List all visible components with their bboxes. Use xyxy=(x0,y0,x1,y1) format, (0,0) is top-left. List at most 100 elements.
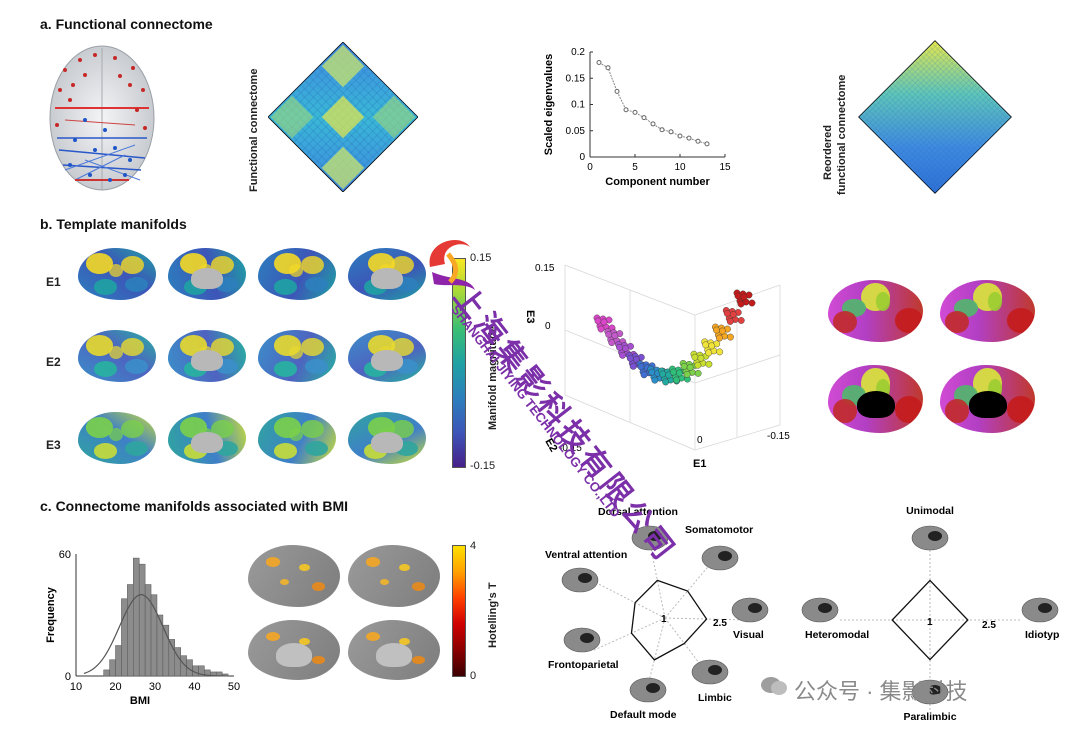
hist-normal-curve xyxy=(83,594,227,677)
radar-axis-label: Visual xyxy=(733,629,764,641)
radar-axis-label: Dorsal attention xyxy=(598,506,678,518)
radar-center-label: 1 xyxy=(927,617,933,628)
scatter-point xyxy=(600,318,608,326)
scatter-point xyxy=(626,354,634,362)
bmi-brain xyxy=(248,545,340,607)
panel-a-title: a. Functional connectome xyxy=(40,16,213,32)
radar-brain-icon-highlight xyxy=(748,603,762,613)
radar-brain-icon-highlight xyxy=(818,603,832,613)
scatter-point xyxy=(705,360,713,368)
brain-surface-e1 xyxy=(168,248,246,300)
scatter-point xyxy=(683,370,691,378)
radar-axis-label: Default mode xyxy=(610,709,677,721)
hist-bar xyxy=(133,557,140,677)
hist-y-tick-label: 0 xyxy=(65,671,71,683)
radar-axis-label: Unimodal xyxy=(906,505,954,517)
scatter-point xyxy=(669,368,677,376)
hist-y-label: Frequency xyxy=(45,586,57,643)
bmi-histogram: 0 60 10 20 30 40 50 BMI Frequency xyxy=(45,549,240,707)
brain-surface-e2 xyxy=(258,330,336,382)
functional-connectome-matrix xyxy=(268,42,418,192)
scatter-point xyxy=(672,376,680,384)
scatter-point xyxy=(691,353,699,361)
scatter-point xyxy=(675,369,683,377)
y-axis-label: E2 xyxy=(542,437,559,455)
footer-watermark: 公众号 · 集影科技 xyxy=(794,679,968,704)
scatter-point xyxy=(748,299,756,307)
reordered-label-line2: functional connectome xyxy=(836,74,848,195)
scatter-point xyxy=(702,341,710,349)
z-tick-mid: 0 xyxy=(545,321,551,332)
scatter-point xyxy=(640,371,648,379)
scatter-point xyxy=(713,326,720,334)
radar-axis-label: Somatomotor xyxy=(685,524,753,536)
brain-surface-e1 xyxy=(258,248,336,300)
scree-y-tick-label: 0.1 xyxy=(571,100,585,111)
scree-point xyxy=(650,121,656,127)
brain-surface-e3 xyxy=(258,412,336,464)
reordered-connectome-matrix xyxy=(858,40,1012,194)
x-axis-label: E1 xyxy=(693,458,706,470)
colorbar-c-label: Hotelling's T xyxy=(487,582,499,648)
hist-bar xyxy=(103,669,110,677)
y-tick-low: -0.15 xyxy=(559,443,582,454)
row-label-e1: E1 xyxy=(46,275,61,289)
radar-hierarchy: 1 2.5 Unimodal Idiotypic Paralimbic Heteromod… xyxy=(801,505,1060,723)
scatter-point xyxy=(726,318,734,325)
hist-bar xyxy=(115,645,122,677)
bmi-brain xyxy=(248,620,340,680)
z-axis-label: E3 xyxy=(524,310,536,323)
radar-brain-icon-highlight xyxy=(928,685,942,695)
scree-x-label: Component number xyxy=(605,176,710,188)
hist-bar xyxy=(138,563,146,677)
glass-brain-graphic xyxy=(49,45,155,191)
brain-surface-e2 xyxy=(168,330,246,382)
radar-spoke xyxy=(664,617,714,683)
scatter-point xyxy=(727,333,734,341)
radar-axis-label: Heteromodal xyxy=(805,629,869,641)
hist-x-tick-label: 40 xyxy=(188,681,200,693)
scree-point xyxy=(641,115,647,121)
brain-surface-e3 xyxy=(78,412,156,464)
hist-x-tick-label: 30 xyxy=(149,681,161,693)
scatter-point xyxy=(680,362,688,370)
bmi-brain xyxy=(348,545,440,607)
scatter-point xyxy=(694,361,702,369)
hist-bar xyxy=(127,584,134,677)
x-tick-mid: 0 xyxy=(697,435,703,446)
scree-point xyxy=(668,129,674,135)
scree-plot: 0 0.05 0.1 0.15 0.2 0 5 10 15 Component number Sca… xyxy=(543,47,731,188)
radar-brain-icon-highlight xyxy=(718,551,732,561)
scatter-point xyxy=(622,344,629,352)
hist-x-tick-label: 50 xyxy=(228,681,240,693)
scatter-point xyxy=(729,311,737,318)
scree-y-tick-label: 0.2 xyxy=(571,47,585,58)
scree-point xyxy=(659,127,665,133)
scatter-point xyxy=(708,342,716,350)
scatter-point xyxy=(605,331,613,339)
radar-seven-networks: 1 2.5 Dorsal attention Somatomotor Visual Lim… xyxy=(545,506,769,721)
hist-x-tick-label: 10 xyxy=(70,681,82,693)
radar-center-label: 1 xyxy=(661,614,667,625)
x-tick-right: -0.15 xyxy=(767,431,790,442)
scatter-point xyxy=(740,293,748,301)
radar-spoke xyxy=(664,556,717,619)
brain-surface-e3 xyxy=(168,412,246,464)
functional-connectome-label: Functional connectome xyxy=(248,68,260,192)
scatter-point xyxy=(694,369,702,377)
scatter-point xyxy=(637,363,645,371)
brain-surface-e1 xyxy=(348,248,426,300)
radar-spoke xyxy=(644,617,666,696)
scatter-point xyxy=(597,325,605,333)
scree-line xyxy=(598,62,708,145)
radar-axis-label: Limbic xyxy=(698,692,732,704)
network-brain xyxy=(828,280,923,342)
brain-surface-e3 xyxy=(348,412,426,464)
scatter-point xyxy=(737,317,745,324)
manifold-colorbar xyxy=(452,258,466,468)
radar-brain-icon-highlight xyxy=(580,633,594,643)
scree-x-tick-label: 15 xyxy=(719,162,731,173)
panel-b-title: b. Template manifolds xyxy=(40,216,187,232)
scree-y-label: Scaled eigenvalues xyxy=(543,54,555,156)
network-brain xyxy=(940,365,1035,433)
